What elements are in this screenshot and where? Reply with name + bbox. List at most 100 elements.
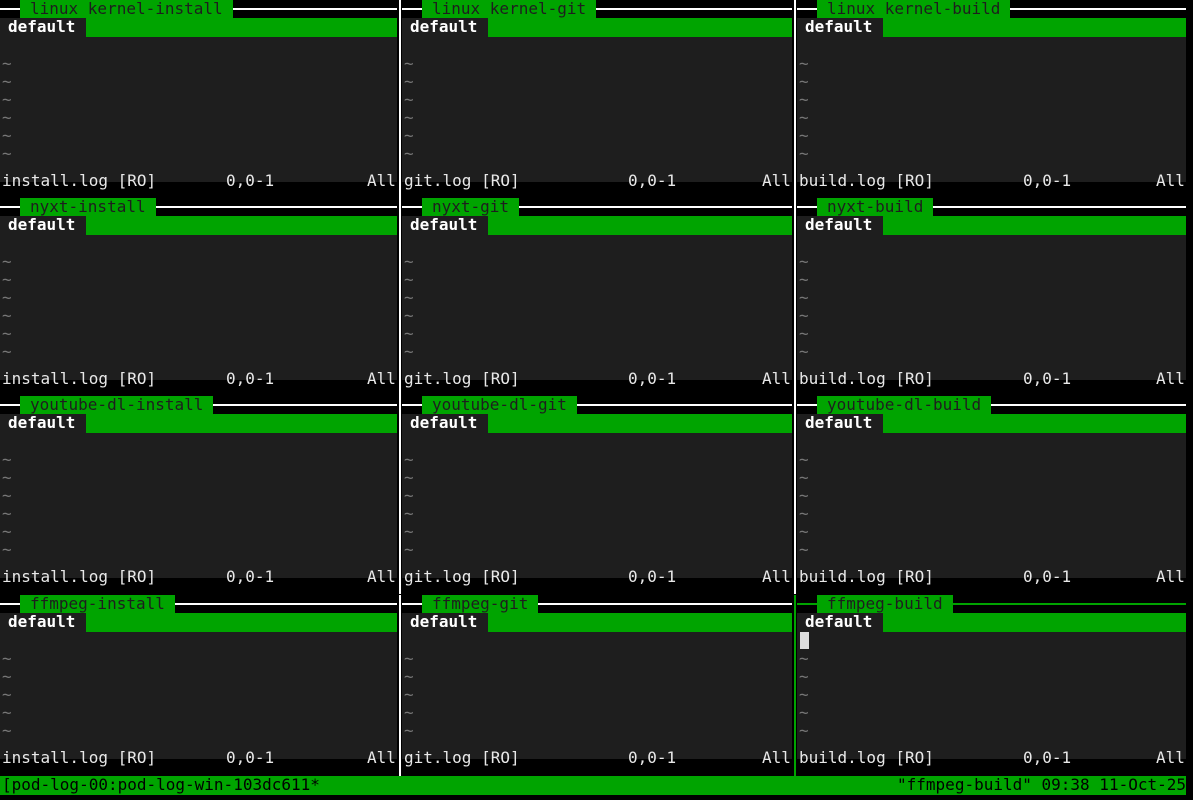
- empty-line-marker: ~: [2, 540, 12, 559]
- scroll-position: All: [1156, 171, 1185, 190]
- tab-name: default: [410, 612, 478, 631]
- pane-border-line: [0, 206, 397, 208]
- empty-line-marker: ~: [799, 90, 809, 109]
- tab-name: default: [8, 413, 76, 432]
- empty-line-marker: ~: [404, 450, 414, 469]
- empty-line-marker: ~: [2, 667, 12, 686]
- pane-body: [797, 414, 1186, 578]
- scroll-position: All: [762, 369, 791, 388]
- empty-line-marker: ~: [404, 721, 414, 740]
- empty-line-marker: ~: [799, 270, 809, 289]
- tab-name: default: [410, 413, 478, 432]
- pane-border: [794, 0, 796, 198]
- pane-title: ffmpeg-git: [422, 595, 539, 613]
- empty-line-marker: ~: [404, 108, 414, 127]
- scroll-position: All: [762, 748, 791, 767]
- tab-name: default: [8, 17, 76, 36]
- tab-bar: [883, 18, 1186, 37]
- file-name: build.log [RO]: [799, 171, 934, 190]
- pane-title: ffmpeg-build: [817, 595, 953, 613]
- empty-line-marker: ~: [404, 685, 414, 704]
- empty-line-marker: ~: [2, 522, 12, 541]
- empty-line-marker: ~: [2, 252, 12, 271]
- tab-name: default: [805, 612, 873, 631]
- tab-name: default: [8, 215, 76, 234]
- file-name: install.log [RO]: [2, 567, 157, 586]
- tab-name: default: [8, 612, 76, 631]
- tab-bar: [86, 216, 397, 235]
- scroll-position: All: [1156, 748, 1185, 767]
- empty-line-marker: ~: [799, 450, 809, 469]
- cursor-position: 0,0-1: [628, 748, 677, 767]
- empty-line-marker: ~: [799, 54, 809, 73]
- cursor: [800, 632, 809, 649]
- empty-line-marker: ~: [799, 252, 809, 271]
- empty-line-marker: ~: [2, 324, 12, 343]
- pane-body: [0, 414, 397, 578]
- file-name: git.log [RO]: [404, 748, 520, 767]
- pane-border: [399, 0, 401, 198]
- pane-border-line: [402, 8, 792, 10]
- session-name: [pod-log-00:pod-log-win-103dc611*: [2, 775, 320, 794]
- pane-title: nyxt-git: [422, 198, 520, 216]
- cursor-position: 0,0-1: [628, 369, 677, 388]
- empty-line-marker: ~: [799, 504, 809, 523]
- empty-line-marker: ~: [404, 126, 414, 145]
- empty-line-marker: ~: [799, 703, 809, 722]
- empty-line-marker: ~: [799, 540, 809, 559]
- empty-line-marker: ~: [799, 342, 809, 361]
- pane-body: [797, 613, 1186, 759]
- empty-line-marker: ~: [404, 667, 414, 686]
- empty-line-marker: ~: [404, 54, 414, 73]
- pane-body: [402, 414, 792, 578]
- empty-line-marker: ~: [404, 252, 414, 271]
- cursor-position: 0,0-1: [628, 171, 677, 190]
- cursor-position: 0,0-1: [1023, 369, 1072, 388]
- scroll-position: All: [1156, 369, 1185, 388]
- empty-line-marker: ~: [404, 468, 414, 487]
- empty-line-marker: ~: [2, 288, 12, 307]
- empty-line-marker: ~: [404, 649, 414, 668]
- empty-line-marker: ~: [404, 306, 414, 325]
- pane-body: [0, 613, 397, 759]
- file-name: git.log [RO]: [404, 567, 520, 586]
- tab-bar: [488, 613, 792, 632]
- empty-line-marker: ~: [404, 342, 414, 361]
- tab-bar: [86, 414, 397, 433]
- tab-name: default: [805, 17, 873, 36]
- scroll-position: All: [762, 567, 791, 586]
- tab-bar: [883, 216, 1186, 235]
- cursor-position: 0,0-1: [226, 369, 275, 388]
- pane-border-line: [797, 603, 1186, 605]
- empty-line-marker: ~: [799, 486, 809, 505]
- pane-body: [402, 613, 792, 759]
- empty-line-marker: ~: [2, 270, 12, 289]
- pane-border: [399, 396, 401, 594]
- empty-line-marker: ~: [2, 144, 12, 163]
- pane-border: [399, 595, 401, 776]
- empty-line-marker: ~: [2, 126, 12, 145]
- empty-line-marker: ~: [799, 324, 809, 343]
- pane-title: youtube-dl-git: [422, 396, 577, 414]
- tab-bar: [86, 18, 397, 37]
- cursor-position: 0,0-1: [226, 171, 275, 190]
- empty-line-marker: ~: [2, 504, 12, 523]
- pane-body: [402, 216, 792, 380]
- empty-line-marker: ~: [799, 306, 809, 325]
- file-name: install.log [RO]: [2, 748, 157, 767]
- scroll-position: All: [367, 171, 396, 190]
- tab-bar: [488, 414, 792, 433]
- empty-line-marker: ~: [404, 90, 414, 109]
- empty-line-marker: ~: [799, 721, 809, 740]
- pane-border-line: [402, 404, 792, 406]
- pane-border: [794, 198, 796, 396]
- tab-bar: [488, 18, 792, 37]
- empty-line-marker: ~: [2, 72, 12, 91]
- empty-line-marker: ~: [799, 667, 809, 686]
- empty-line-marker: ~: [799, 288, 809, 307]
- tab-bar: [883, 613, 1186, 632]
- scroll-position: All: [367, 567, 396, 586]
- file-name: git.log [RO]: [404, 171, 520, 190]
- empty-line-marker: ~: [404, 288, 414, 307]
